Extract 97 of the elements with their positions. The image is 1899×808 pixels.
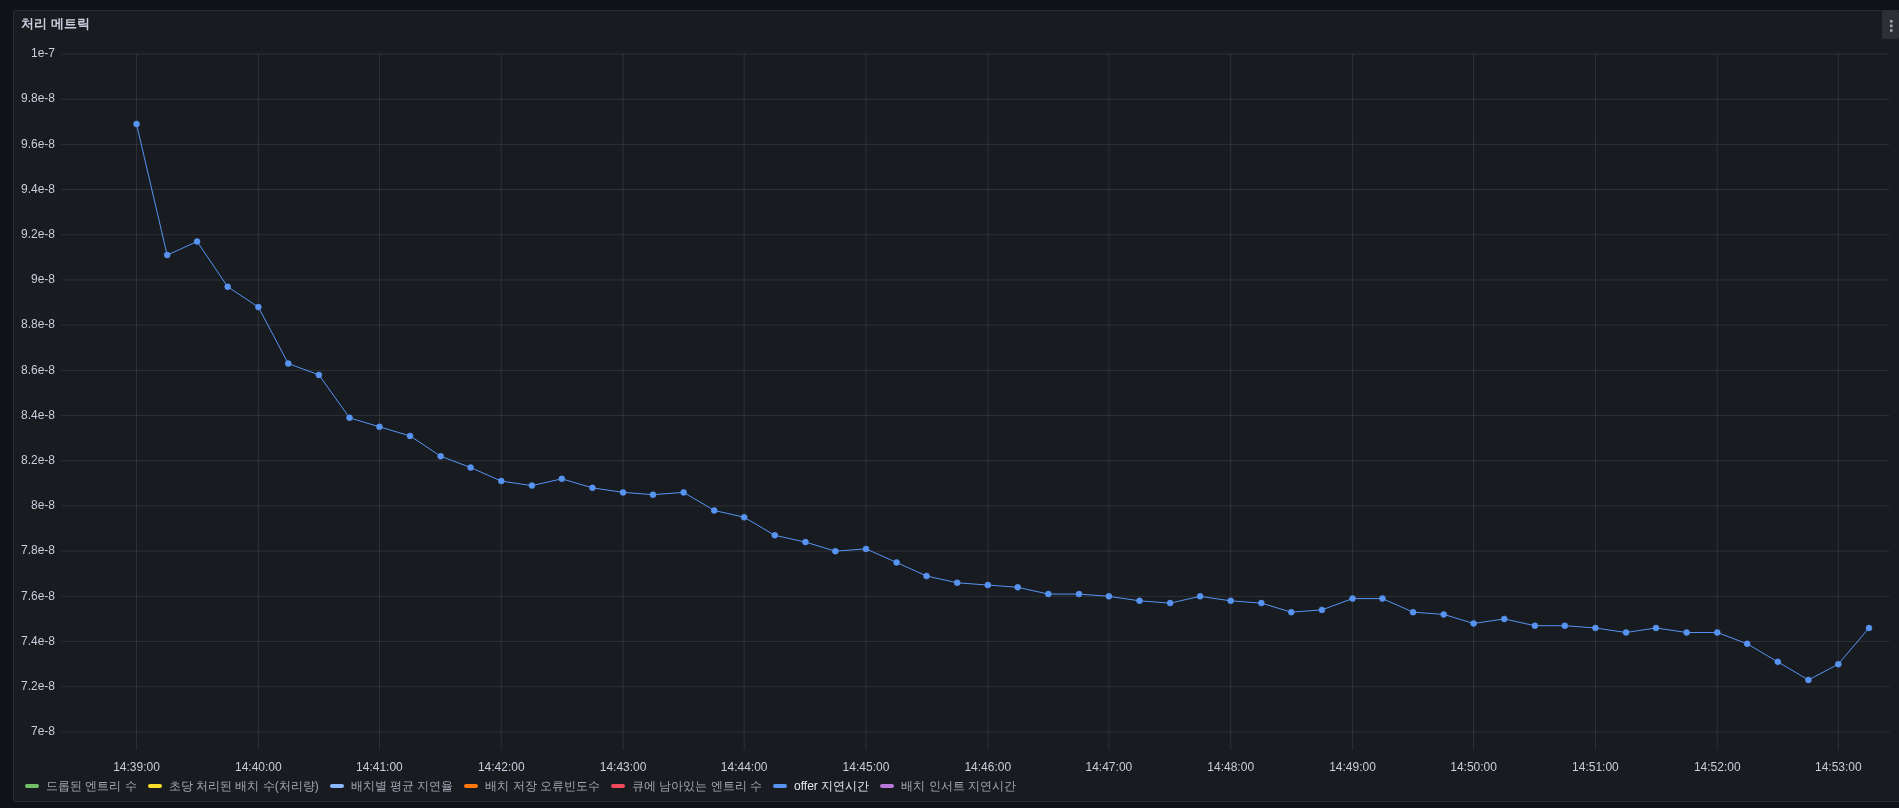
legend-label: 초당 처리된 배치 수(처리량) [168,778,319,794]
point [771,532,779,539]
point [193,238,201,245]
point [740,514,748,521]
point [163,251,171,259]
chart-title: 처리 메트릭 [21,16,90,32]
point [528,482,536,489]
y-tick-label: 9.6e-8 [20,136,56,151]
point [1531,622,1539,629]
point [862,545,870,553]
y-tick-label: 9.2e-8 [20,226,56,241]
point [1622,629,1630,636]
legend-label: 배치별 평균 지연율 [350,778,454,794]
y-tick-label: 8.4e-8 [20,407,56,422]
x-tick-label: 14:44:00 [720,760,768,775]
y-tick-label: 9.4e-8 [20,181,56,196]
y-tick-label: 7.2e-8 [20,678,56,693]
point [832,547,839,555]
point [802,538,809,546]
point [498,477,505,485]
point [1440,611,1447,618]
point [376,423,383,431]
point [923,572,930,580]
y-tick-label: 8.6e-8 [20,362,56,377]
point [1045,590,1052,598]
point [255,303,262,311]
y-tick-label: 9e-8 [30,272,56,287]
point [619,489,627,496]
point [1652,624,1660,632]
point [1136,597,1143,605]
point [1075,590,1083,598]
point [1318,606,1326,614]
point [1014,584,1021,591]
point [133,120,140,128]
point [589,484,596,492]
point [1227,597,1234,605]
y-tick-label: 1e-7 [30,46,56,61]
point [558,475,566,483]
x-tick-label: 14:48:00 [1207,760,1255,775]
point [1379,595,1386,602]
y-tick-label: 7.8e-8 [20,543,56,558]
point [1835,660,1842,668]
legend-label: 배치 저장 오류빈도수 [485,778,601,794]
x-tick-label: 14:42:00 [477,760,525,775]
x-tick-label: 14:45:00 [842,760,890,775]
point [893,559,900,566]
y-tick-label: 8e-8 [30,498,56,513]
x-tick-label: 14:49:00 [1329,760,1377,775]
point [1288,608,1295,616]
point [406,432,414,440]
y-tick-label: 9.8e-8 [20,91,56,106]
point [1714,629,1721,636]
y-tick-label: 7.4e-8 [20,633,56,648]
point [1865,624,1873,632]
point [346,414,353,422]
x-tick-label: 14:53:00 [1814,760,1863,775]
x-tick-label: 14:50:00 [1450,760,1498,775]
legend-label: 배치 인서트 지연시간 [901,778,1016,794]
point [1805,676,1812,684]
x-tick-label: 14:51:00 [1572,760,1620,775]
y-tick-label: 7e-8 [30,724,56,739]
point [984,581,992,589]
point [1683,629,1690,636]
point [1561,622,1569,629]
point [711,507,718,514]
point [315,371,323,379]
legend-label: 큐에 남아있는 엔트리 수 [632,778,763,794]
point [953,579,961,587]
point [285,360,292,367]
y-tick-label: 7.6e-8 [20,588,56,603]
point [1743,640,1751,648]
legend-label: 드롭된 엔트리 수 [46,778,137,794]
point [1258,599,1265,607]
point [1196,593,1204,600]
point [1501,615,1508,623]
point [1470,620,1477,627]
point [467,464,474,471]
point [680,489,687,496]
point [1592,624,1599,632]
x-tick-label: 14:43:00 [599,760,647,775]
x-tick-label: 14:47:00 [1085,760,1133,775]
point [1105,593,1113,600]
point [1349,595,1356,602]
point [649,491,657,498]
legend-label: offer 지연시간 [794,778,870,794]
y-tick-label: 8.2e-8 [20,452,56,467]
x-tick-label: 14:52:00 [1693,760,1741,775]
point [437,452,444,460]
point [1166,599,1174,607]
x-tick-label: 14:40:00 [234,760,283,775]
y-tick-label: 8.8e-8 [20,317,56,332]
x-tick-label: 14:41:00 [356,760,404,775]
point [224,283,231,290]
x-tick-label: 14:39:00 [113,760,161,775]
x-tick-label: 14:46:00 [964,760,1012,775]
point [1774,658,1782,666]
point [1409,608,1417,616]
